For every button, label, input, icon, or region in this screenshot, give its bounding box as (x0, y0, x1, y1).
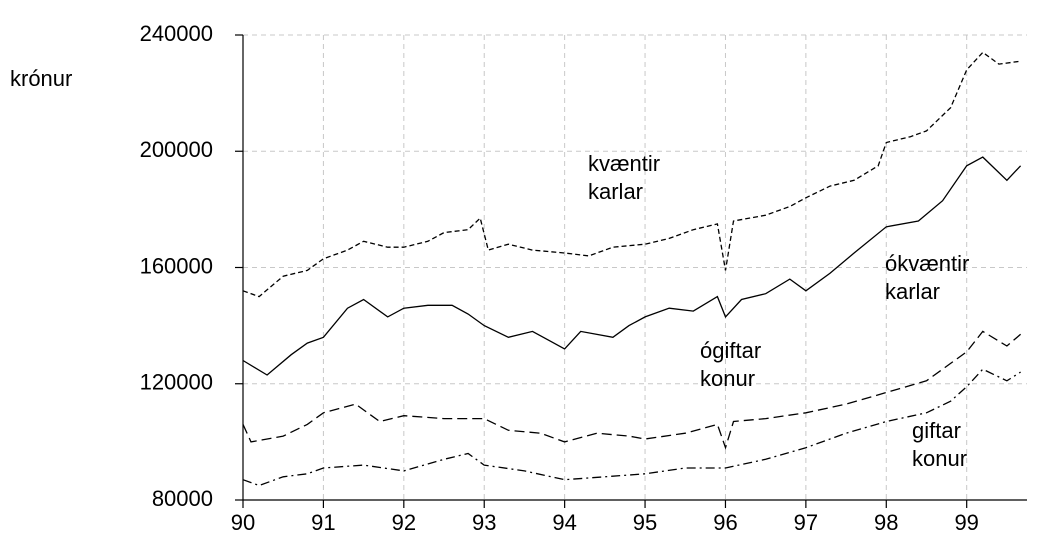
y-tick-label: 200000 (140, 137, 213, 162)
x-tick-label: 90 (231, 510, 255, 535)
series-line (242, 368, 1021, 487)
x-tick-label: 95 (633, 510, 657, 535)
y-axis-label: krónur (10, 66, 72, 91)
annotation: kvæntir (588, 151, 660, 176)
annotation: karlar (588, 179, 643, 204)
annotation: ógiftar (700, 338, 761, 363)
series-line (242, 156, 1022, 376)
x-tick-label: 99 (954, 510, 978, 535)
annotation: konur (700, 366, 755, 391)
x-tick-label: 97 (794, 510, 818, 535)
series-line (242, 51, 1021, 298)
annotation: konur (912, 446, 967, 471)
annotation: ókvæntir (885, 251, 969, 276)
x-tick-label: 91 (311, 510, 335, 535)
y-tick-label: 120000 (140, 370, 213, 395)
y-tick-label: 240000 (140, 21, 213, 46)
x-tick-label: 93 (472, 510, 496, 535)
annotation: karlar (885, 279, 940, 304)
series-line (242, 330, 1022, 450)
x-tick-label: 96 (713, 510, 737, 535)
x-tick-label: 92 (392, 510, 416, 535)
y-tick-label: 160000 (140, 253, 213, 278)
x-tick-label: 98 (874, 510, 898, 535)
annotation: giftar (912, 418, 961, 443)
y-tick-label: 80000 (152, 486, 213, 511)
x-tick-label: 94 (552, 510, 576, 535)
